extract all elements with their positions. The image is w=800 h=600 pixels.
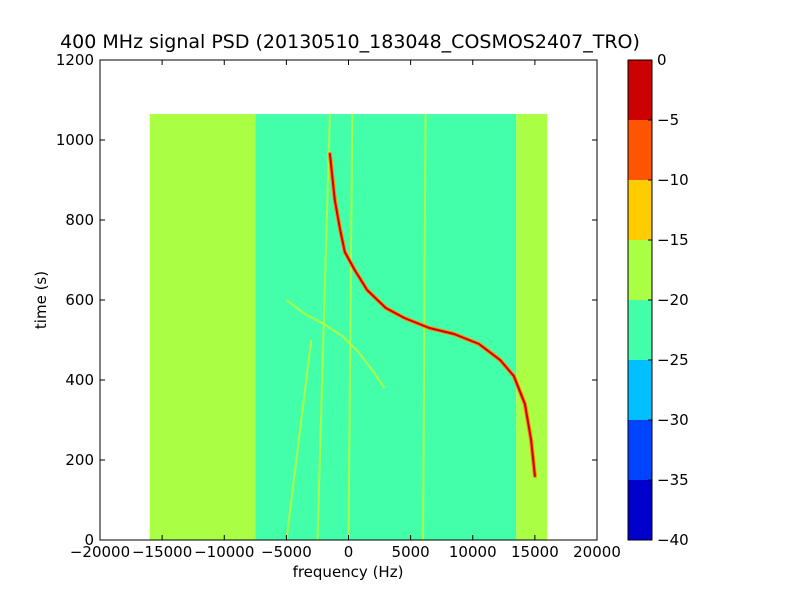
x-tick-label: 5000 bbox=[392, 543, 430, 561]
colorbar-tick-label: −15 bbox=[657, 231, 689, 249]
colorbar-segment bbox=[628, 480, 652, 540]
colorbar-segment bbox=[628, 420, 652, 480]
heatmap-line bbox=[347, 113, 354, 541]
y-tick-label: 0 bbox=[84, 531, 94, 549]
colorbar-tick-label: 0 bbox=[657, 51, 667, 69]
heatmap-line bbox=[316, 113, 331, 541]
y-tick-label: 600 bbox=[65, 291, 94, 309]
heatmap-band bbox=[255, 114, 517, 540]
x-tick-label: −15000 bbox=[132, 543, 192, 561]
colorbar-tick-label: −30 bbox=[657, 411, 689, 429]
colorbar-segment bbox=[628, 60, 652, 120]
y-tick-label: 200 bbox=[65, 451, 94, 469]
x-axis-label: frequency (Hz) bbox=[293, 563, 404, 581]
x-tick-label: 15000 bbox=[511, 543, 559, 561]
colorbar: −40 −35 −30 −25 −20 −15 −10 −5 0 bbox=[627, 51, 689, 549]
x-tick-label: 10000 bbox=[449, 543, 497, 561]
y-axis: 0 200 400 600 800 1000 1200 bbox=[56, 51, 597, 549]
x-tick-label: −5000 bbox=[261, 543, 312, 561]
colorbar-segment bbox=[628, 300, 652, 360]
y-tick-label: 400 bbox=[65, 371, 94, 389]
x-tick-label: 0 bbox=[344, 543, 354, 561]
colorbar-tick-label: −10 bbox=[657, 171, 689, 189]
x-axis: −20000 −15000 −10000 −5000 0 5000 10000 15000 20… bbox=[70, 60, 621, 561]
colorbar-segment bbox=[628, 120, 652, 180]
colorbar-segment bbox=[628, 180, 652, 240]
x-tick-label: −20000 bbox=[70, 543, 130, 561]
colorbar-tick-label: −40 bbox=[657, 531, 689, 549]
y-axis-label: time (s) bbox=[32, 271, 50, 329]
x-tick-label: 20000 bbox=[573, 543, 621, 561]
colorbar-tick-label: −25 bbox=[657, 351, 689, 369]
y-tick-label: 1000 bbox=[56, 131, 94, 149]
heatmap-band bbox=[516, 114, 548, 540]
chart-title: 400 MHz signal PSD (20130510_183048_COSM… bbox=[60, 31, 640, 53]
y-tick-label: 800 bbox=[65, 211, 94, 229]
heatmap-line bbox=[285, 339, 313, 541]
heatmap-band bbox=[149, 114, 256, 540]
main-signal-curve bbox=[328, 153, 536, 477]
colorbar-segment bbox=[628, 360, 652, 420]
faint-signal-curve bbox=[285, 299, 386, 389]
colorbar-tick-label: −35 bbox=[657, 471, 689, 489]
colorbar-segment bbox=[628, 240, 652, 300]
colorbar-tick-label: −5 bbox=[657, 111, 679, 129]
y-tick-label: 1200 bbox=[56, 51, 94, 69]
plot-area bbox=[99, 59, 598, 541]
colorbar-tick-label: −20 bbox=[657, 291, 689, 309]
x-tick-label: −10000 bbox=[194, 543, 254, 561]
